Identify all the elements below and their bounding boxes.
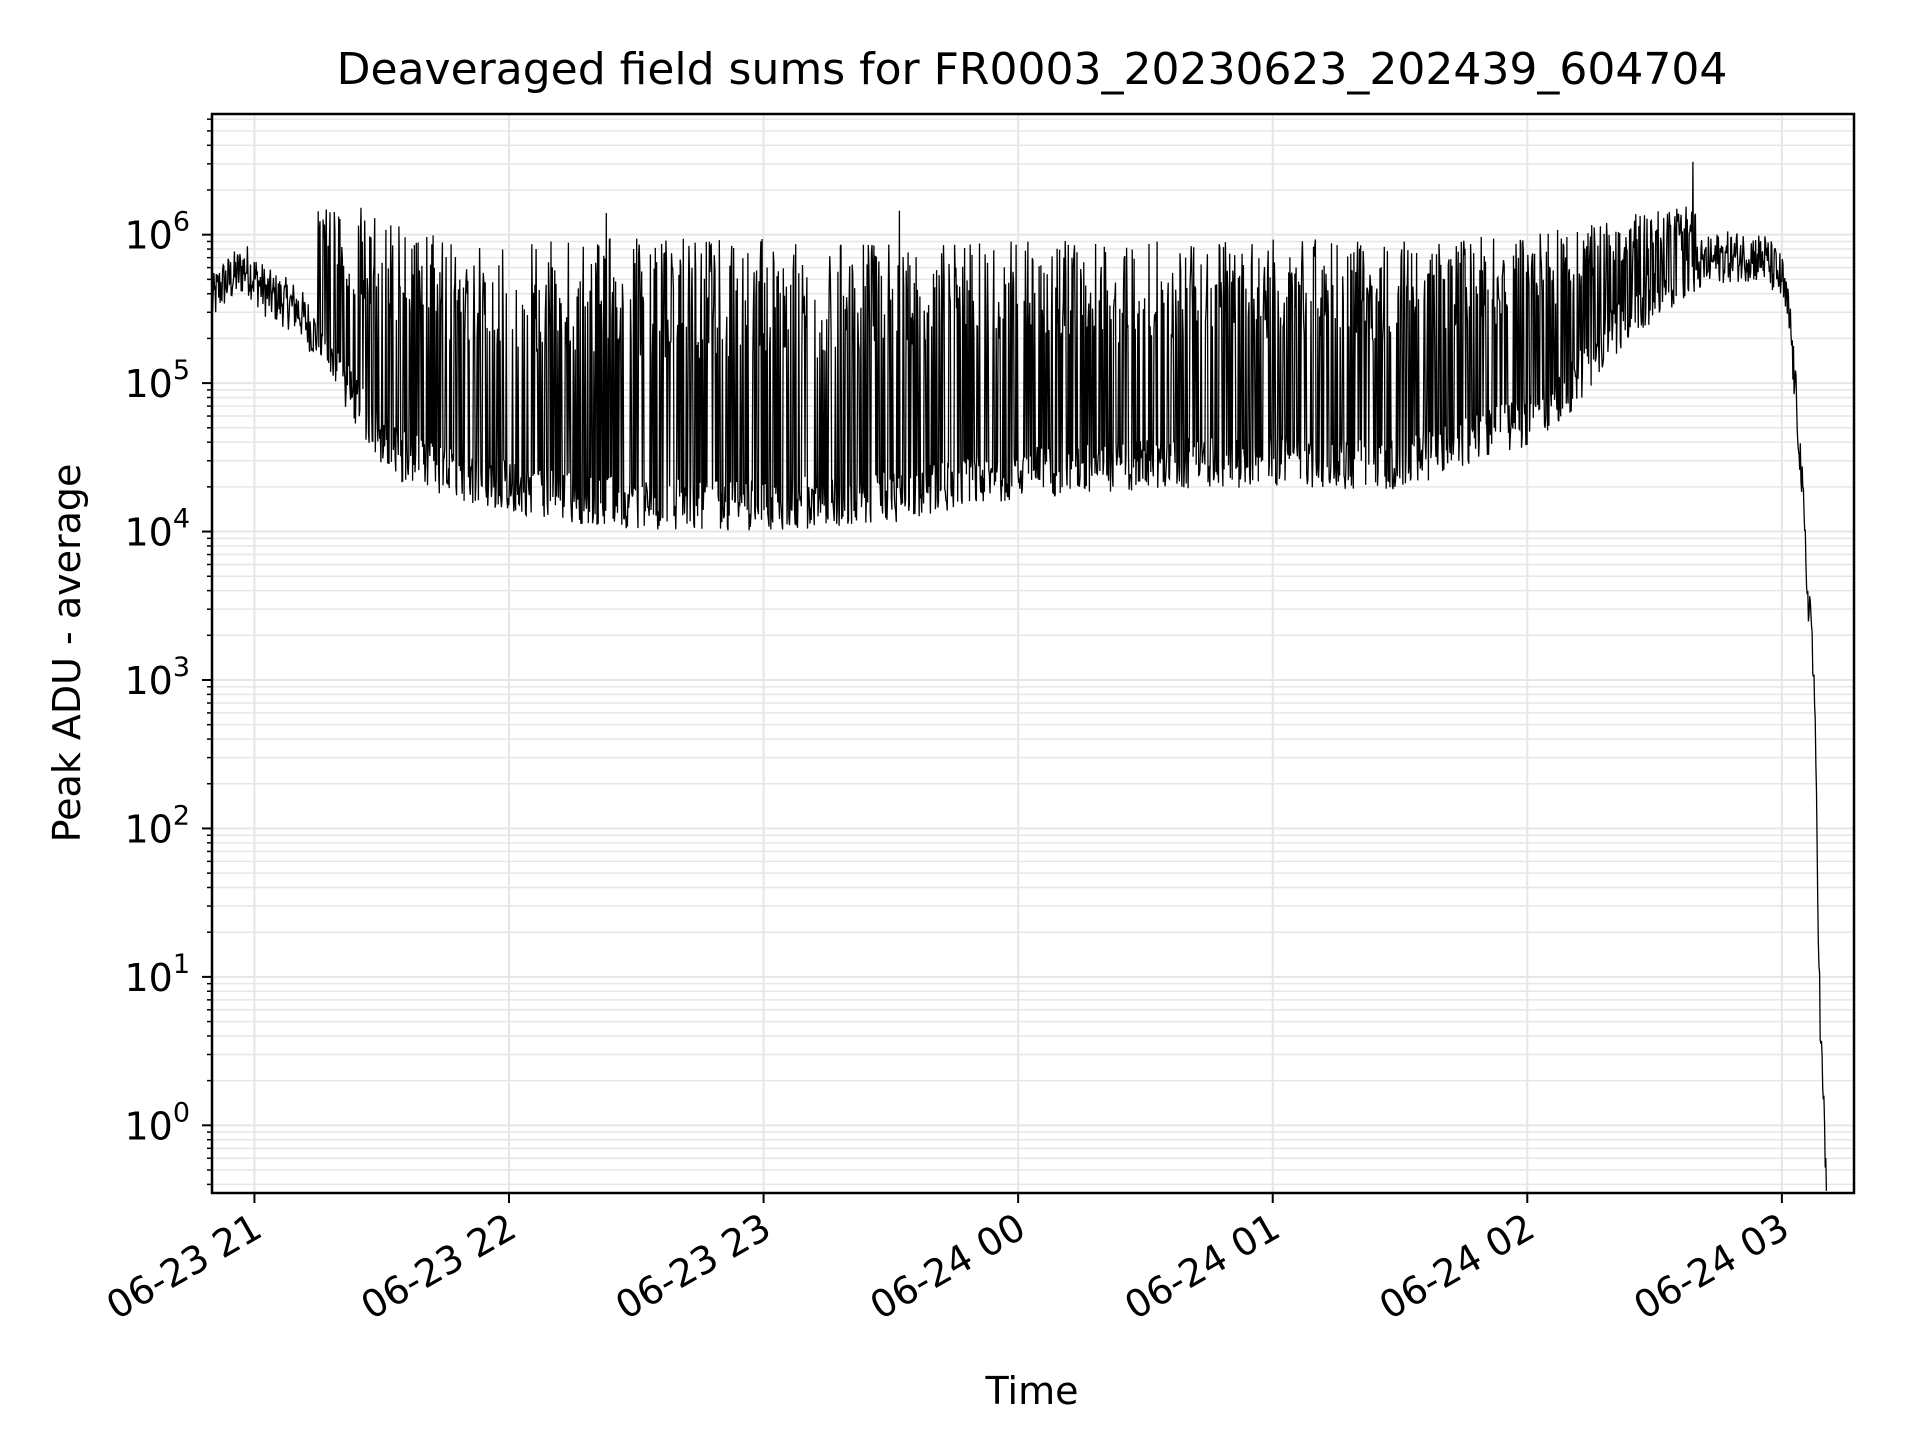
x-tick-label: 06-23 23 [608,1205,778,1329]
series-group [211,161,1828,1191]
plot-frame [210,112,1856,1195]
x-tick-label: 06-24 02 [1372,1205,1542,1329]
y-tick-label: 106 [124,207,190,258]
y-axis-label: Peak ADU - average [45,464,89,843]
x-tick-label: 06-24 00 [863,1205,1033,1329]
y-tick-label: 105 [124,355,190,406]
x-tick-label: 06-24 01 [1117,1205,1287,1329]
x-tick-label: 06-24 03 [1626,1205,1796,1329]
chart-title: Deaveraged field sums for FR0003_2023062… [337,44,1728,95]
x-tick-label: 06-23 21 [99,1205,269,1329]
y-tick-label: 103 [124,652,190,703]
y-tick-label: 102 [124,800,190,851]
series-line [211,161,1828,1191]
y-tick-label: 101 [124,949,190,1000]
x-tick-label: 06-23 22 [354,1205,524,1329]
x-axis-label: Time [985,1369,1079,1413]
y-tick-label: 100 [124,1097,190,1148]
y-tick-label: 104 [124,504,190,555]
